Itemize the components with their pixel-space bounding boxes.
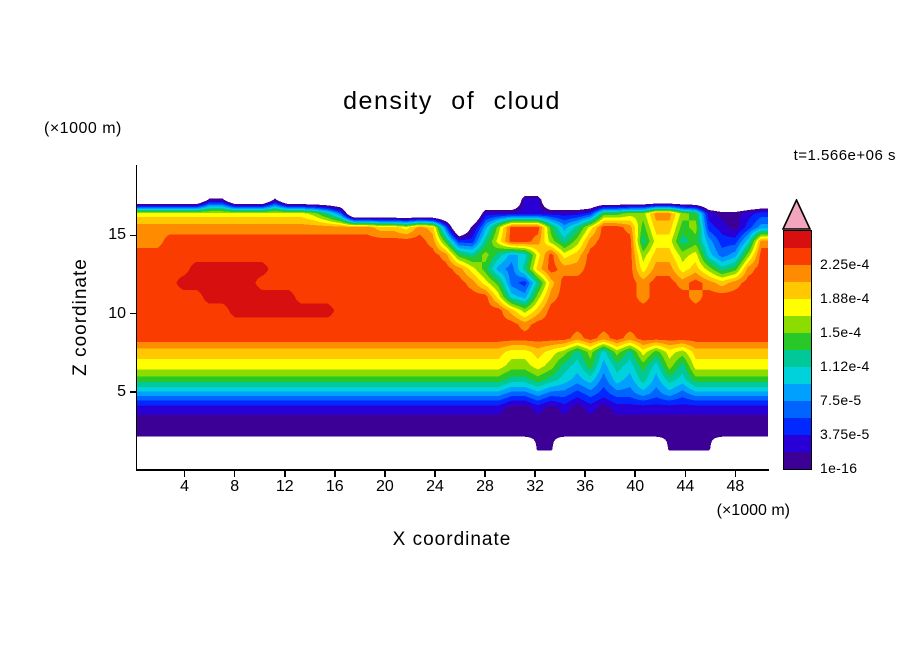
y-tick-label: 15 — [108, 226, 126, 244]
y-tick-mark — [129, 234, 137, 237]
y-tick-mark — [129, 390, 137, 393]
colorbar-band — [784, 435, 811, 452]
colorbar-label: 3.75e-5 — [820, 426, 870, 442]
x-tick-label: 4 — [180, 478, 190, 495]
y-axis-unit: (×1000 m) — [44, 120, 122, 137]
x-tick-label: 40 — [626, 478, 645, 495]
x-tick-label: 20 — [375, 478, 394, 495]
colorbar-label: 1.88e-4 — [820, 290, 870, 306]
x-tick-mark — [584, 470, 586, 477]
y-tick-mark — [129, 312, 137, 315]
colorbar-over-arrow-icon — [782, 199, 811, 230]
colorbar-band — [784, 367, 811, 384]
x-tick-mark — [484, 470, 486, 477]
colorbar-band — [784, 401, 811, 418]
x-axis-line — [135, 469, 769, 471]
x-tick-label: 44 — [676, 478, 695, 495]
colorbar-band — [784, 248, 811, 265]
colorbar-label: 1.12e-4 — [820, 358, 870, 374]
x-tick-label: 48 — [726, 478, 745, 495]
x-tick-label: 36 — [576, 478, 595, 495]
x-tick-label: 24 — [426, 478, 444, 495]
x-tick-label: 32 — [526, 478, 545, 495]
colorbar-band — [784, 265, 811, 282]
colorbar-band — [784, 452, 811, 469]
colorbar-label: 1.5e-4 — [820, 324, 862, 340]
x-axis-unit: (×1000 m) — [716, 502, 790, 519]
colorbar-band — [784, 316, 811, 333]
colorbar-band — [784, 350, 811, 367]
colorbar-band — [784, 231, 811, 248]
colorbar-band — [784, 333, 811, 350]
x-tick-label: 12 — [275, 478, 294, 495]
x-tick-mark — [384, 470, 386, 477]
colorbar-band — [784, 282, 811, 299]
x-tick-mark — [283, 470, 286, 477]
colorbar — [783, 230, 812, 470]
x-tick-label: 16 — [325, 478, 344, 495]
x-tick-mark — [434, 470, 436, 477]
x-tick-mark — [634, 470, 637, 477]
colorbar-label: 7.5e-5 — [820, 392, 862, 408]
y-axis-line — [135, 165, 138, 471]
time-label: t=1.566e+06 s — [793, 147, 896, 164]
x-tick-mark — [684, 470, 687, 477]
x-axis-label: X coordinate — [392, 529, 512, 550]
x-tick-mark — [534, 470, 536, 477]
x-tick-mark — [334, 470, 336, 477]
colorbar-band — [784, 299, 811, 316]
colorbar-label: 1e-16 — [820, 460, 858, 476]
heatmap-canvas — [137, 165, 768, 470]
colorbar-band — [784, 418, 811, 435]
x-tick-label: 8 — [230, 478, 240, 495]
y-tick-label: 5 — [117, 382, 126, 400]
chart-title: density of cloud — [343, 87, 561, 115]
plot-area — [137, 165, 768, 470]
x-tick-label: 28 — [476, 478, 494, 495]
colorbar-band — [784, 384, 811, 401]
colorbar-label: 2.25e-4 — [820, 256, 870, 272]
x-tick-mark — [734, 470, 737, 477]
y-tick-label: 10 — [108, 304, 126, 322]
x-tick-mark — [183, 470, 186, 477]
x-tick-mark — [233, 470, 236, 477]
